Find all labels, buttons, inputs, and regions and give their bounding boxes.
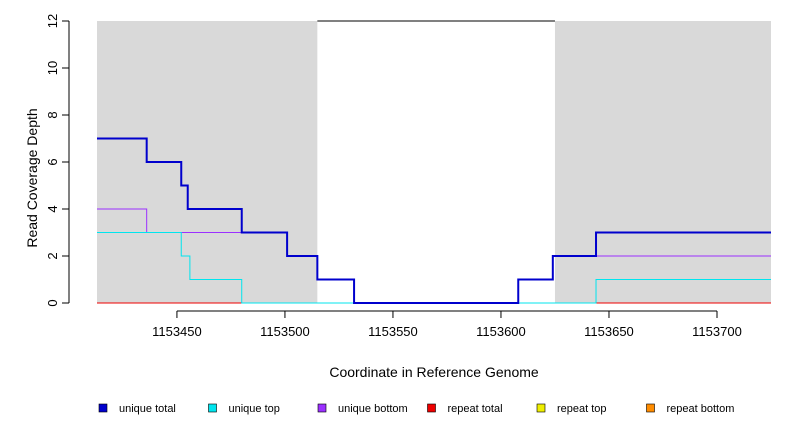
x-tick-label: 1153450 xyxy=(152,324,202,339)
x-tick-label: 1153500 xyxy=(260,324,310,339)
y-tick-label: 0 xyxy=(45,299,60,306)
legend-swatch-repeat-bottom xyxy=(646,403,655,413)
legend-swatch-unique-total xyxy=(98,403,108,413)
legend-label-unique-top: unique top xyxy=(229,403,280,415)
y-tick-label: 10 xyxy=(45,61,60,75)
legend: unique total unique top unique bottom repea… xyxy=(98,403,735,415)
shaded-region-1 xyxy=(97,21,318,303)
legend-label-repeat-bottom: repeat bottom xyxy=(667,403,735,415)
legend-swatch-unique-bottom xyxy=(317,403,327,413)
series-line-unique-top xyxy=(97,232,771,304)
y-tick-label: 12 xyxy=(45,14,60,28)
legend-label-unique-total: unique total xyxy=(119,403,176,415)
shaded-region-2 xyxy=(554,21,771,303)
legend-label-repeat-total: repeat total xyxy=(448,403,503,415)
legend-label-unique-bottom: unique bottom xyxy=(338,403,408,415)
y-axis-title: Read Coverage Depth xyxy=(24,108,40,247)
x-tick-label: 1153600 xyxy=(476,324,526,339)
y-tick-label: 2 xyxy=(45,252,60,259)
x-axis-title: Coordinate in Reference Genome xyxy=(329,364,539,380)
x-tick-label: 1153550 xyxy=(368,324,418,339)
y-tick-label: 4 xyxy=(45,205,60,212)
y-tick-label: 6 xyxy=(45,158,60,165)
shaded-regions xyxy=(97,20,771,303)
series-line-unique-total xyxy=(97,137,771,304)
axes: 0 2 4 6 8 10 12 1153450 1153500 1153550 1153600 115… xyxy=(45,14,742,339)
x-tick-label: 1153650 xyxy=(584,324,634,339)
y-tick-label: 8 xyxy=(45,111,60,118)
legend-swatch-repeat-top xyxy=(536,403,546,413)
series-lines xyxy=(97,137,771,304)
legend-swatch-repeat-total xyxy=(427,403,436,413)
legend-swatch-unique-top xyxy=(208,403,217,413)
legend-label-repeat-top: repeat top xyxy=(557,403,607,415)
x-tick-label: 1153700 xyxy=(692,324,742,339)
